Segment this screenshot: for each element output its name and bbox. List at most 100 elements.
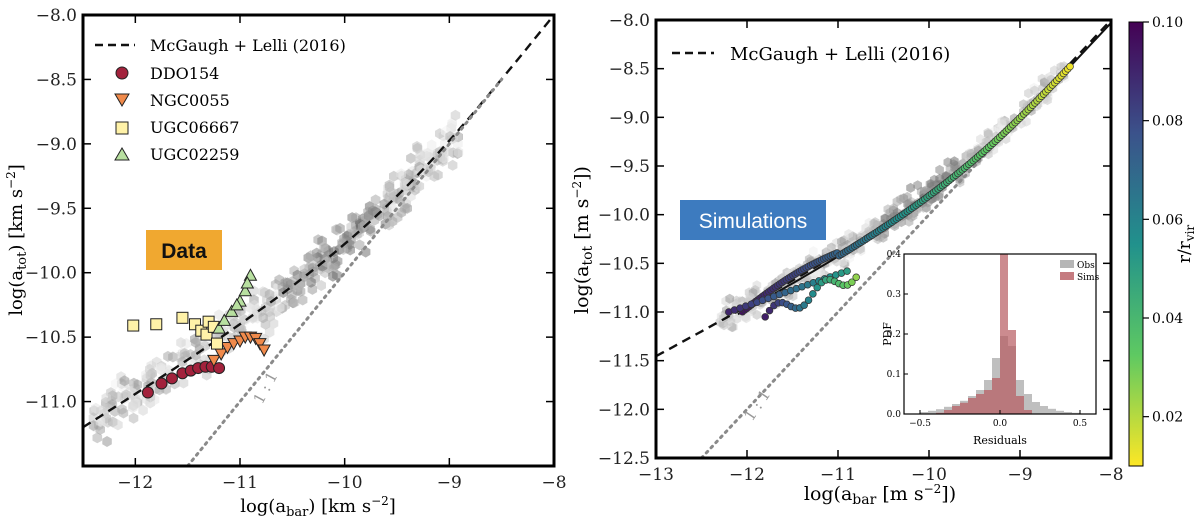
colorbar-label: r/rvir [1175,225,1197,264]
series-ddo154 [141,360,226,399]
x-tick-label: −11 [820,465,856,485]
y-tick-label: −11.0 [25,393,77,413]
simulations-badge [680,200,826,240]
density-hexbin [346,221,356,233]
ugc06667-point [188,318,201,331]
x-tick-label: −11 [222,473,258,493]
legend-triangle-up-icon [114,147,130,161]
density-hexbin [935,173,944,184]
inset-bar-sims [936,412,944,414]
x-tick-label: −12 [729,465,765,485]
density-hexbin [809,246,818,257]
density-hexbin [328,262,339,274]
ugc02259-point [224,304,239,317]
simulation-point [843,267,851,275]
density-hexbin [264,326,275,338]
density-hexbin [994,123,1004,134]
ugc02259-point [240,275,255,289]
density-hexbin [844,229,853,239]
left-y-axis-label: log(atot) [km s−2] [4,164,30,316]
series-ngc0055 [206,331,271,368]
right-axis-ticks: −13 −12 −11 −10 −9 −8 −12.5 −12.0 −11.5 −11.0 −10.… [598,11,1124,485]
density-hexbin [299,263,309,275]
density-hexbin [178,377,189,389]
y-tick-label: −9.0 [36,135,77,155]
density-hexbin [1040,77,1049,88]
inset-bar-obs [1040,406,1048,414]
density-hexbin [275,302,285,313]
density-hexbin [838,256,848,267]
density-hexbin [426,139,437,151]
colorbar-tick-label: 0.02 [1152,410,1183,426]
density-hexbin [837,236,846,247]
density-hexbin [118,407,129,419]
ddo154-point [155,377,168,390]
density-hexbin [258,312,268,324]
density-hexbin [384,181,395,193]
density-hexbin [132,379,143,391]
density-hexbin [880,213,890,224]
ugc06667-point [150,318,163,331]
y-tick-label: −9.5 [36,199,77,219]
colorbar-tick-label: 0.08 [1152,114,1183,130]
simulations-badge-label: Simulations [699,210,808,233]
inset-x-tick-label: −0.5 [909,419,931,429]
density-hexbin [127,402,138,414]
inset-bar-obs [1048,408,1056,414]
ugc02259-point [217,313,232,326]
inset-bar-sims [968,398,976,414]
density-hexbin [306,250,316,262]
density-hexbin [138,404,148,416]
ngc0055-point [253,338,267,351]
simulation-point [848,278,856,286]
density-hexbin [119,375,130,387]
legend-triangle-down-icon [114,93,130,107]
inset-legend-obs-label: Obs [1077,261,1095,271]
left-one-to-one-label: 1 : 1 [250,369,282,407]
legend-circle-icon [115,66,129,80]
series-ugc02259 [212,268,258,334]
density-hexbin [316,280,326,291]
density-hexbin [102,436,112,447]
density-hexbin [163,350,173,362]
inset-bar-obs [1032,402,1040,414]
inset-bar-obs [1072,412,1080,414]
inset-y-tick-label: 0.2 [887,330,901,340]
x-tick-label: −12 [117,473,153,493]
density-hexbin [906,182,915,193]
colorbar-tick-label: 0.04 [1152,311,1183,327]
inset-bar-obs [936,409,944,414]
ddo154-point [165,372,178,385]
y-tick-label: −10.5 [598,254,650,274]
density-hexbin [725,293,734,304]
x-tick-label: −10 [327,473,363,493]
simulation-track-3 [761,273,860,321]
data-badge-label: Data [161,240,207,263]
inset-bar-sims [952,406,960,414]
inset-bar-sims [1000,254,1008,414]
density-hexbin [370,194,381,206]
y-tick-label: −8.0 [609,11,650,31]
density-hexbin [318,241,329,253]
inset-legend-obs-swatch [1060,260,1074,268]
density-hexbin [447,159,458,171]
inset-legend-sims-swatch [1060,272,1074,280]
right-legend-label-mcgaugh: McGaugh + Lelli (2016) [730,44,950,65]
ddo154-point [213,362,226,375]
left-mcgaugh-lelli-curve [83,15,554,429]
legend-label-ddo154: DDO154 [150,64,219,83]
legend-square-icon [115,121,129,135]
density-hexbin [335,222,345,234]
density-hexbin [176,337,186,349]
y-tick-label: −11.0 [598,303,650,323]
right-one-to-one-label: 1 : 1 [740,386,774,424]
right-panel: 1 : 1 −13 −12 −11 −10 −9 −8 −12.5 −12.0 −11.5 −11… [570,11,1197,508]
inset-y-tick-label: 0.1 [887,370,901,380]
density-hexbin [1030,85,1039,96]
inset-y-tick-label: 0.4 [887,250,902,260]
inset-series-sims [936,254,1032,414]
legend-label-ugc06667: UGC06667 [150,118,239,137]
density-hexbin [357,221,368,233]
density-hexbin [904,216,914,227]
